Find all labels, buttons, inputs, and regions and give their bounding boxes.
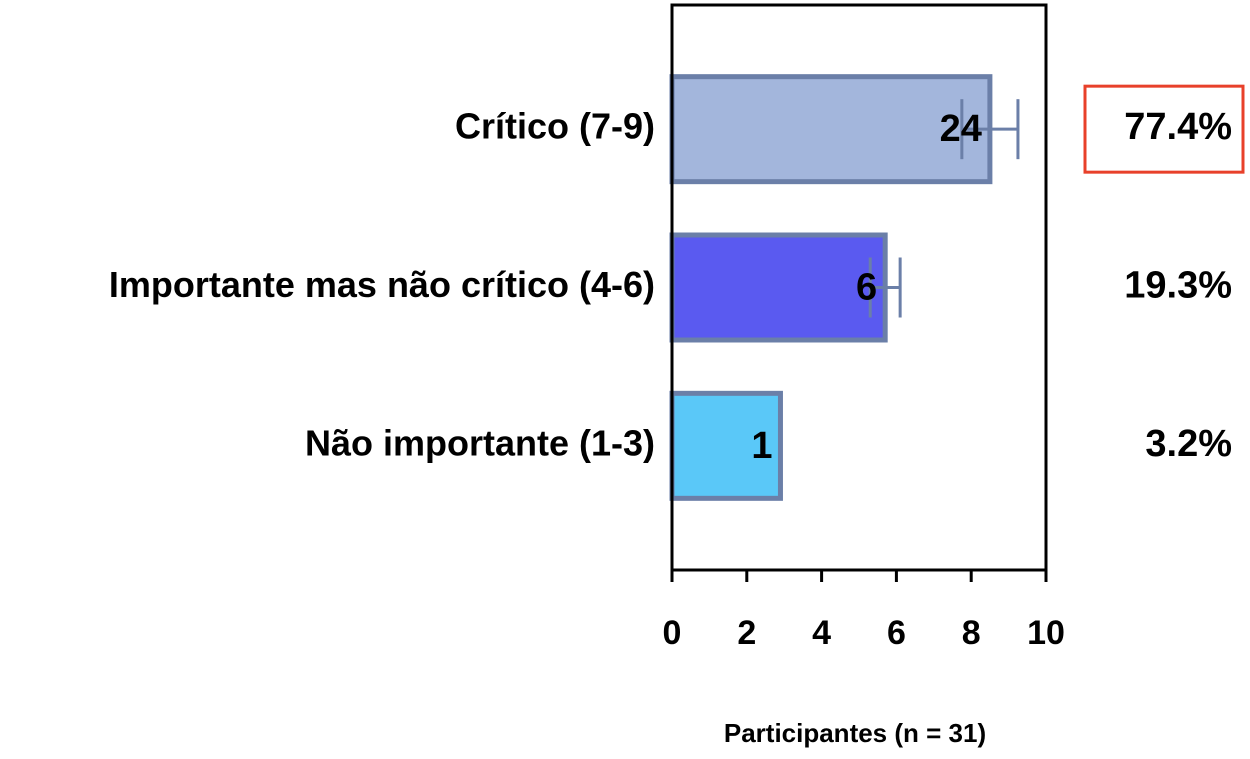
count-label: 1 [751,425,772,467]
share-label: 77.4% [1124,106,1232,148]
x-axis-label: Participantes (n = 31) [724,718,986,748]
plot-frame [670,3,1048,572]
highlight-box [1083,84,1245,174]
category-label: Crítico (7-9) [455,106,655,147]
x-tick-label: 4 [812,614,831,652]
x-tick-label: 0 [663,614,682,652]
share-label: 3.2% [1145,423,1232,465]
count-label: 6 [856,267,877,309]
x-tick-label: 8 [962,614,981,652]
bar [669,232,888,343]
category-label: Importante mas não crítico (4-6) [109,264,655,305]
x-tick-label: 10 [1027,614,1065,652]
x-tick-label: 2 [737,614,756,652]
share-label: 19.3% [1124,265,1232,307]
count-label: 24 [940,108,982,150]
x-tick-label: 6 [887,614,906,652]
category-label: Não importante (1-3) [305,422,655,463]
